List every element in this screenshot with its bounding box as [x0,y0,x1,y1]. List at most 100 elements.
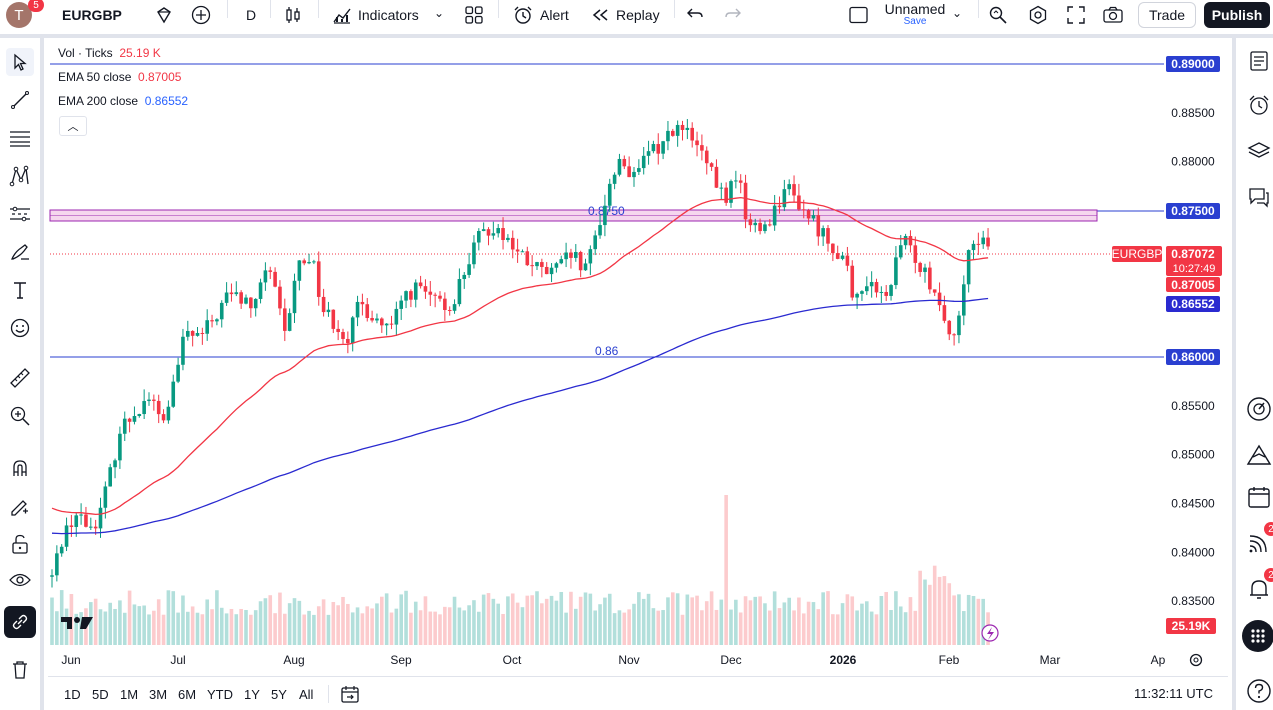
price-tag-0-875-text: 0.87500 [1171,204,1215,218]
notifications-bell-icon[interactable]: 2 [1244,568,1273,604]
replay-button[interactable]: Replay [586,0,666,30]
layers-icon[interactable] [1244,136,1273,166]
magnet-icon[interactable] [6,454,34,482]
volume-legend[interactable]: Vol · Ticks 25.19 K [58,46,161,60]
candle-body [540,262,544,267]
stream-icon[interactable]: 2 [1244,522,1273,558]
camera-icon[interactable] [1102,5,1124,25]
lock-icon[interactable] [6,530,34,558]
candle-body [244,297,248,304]
ideas-icon[interactable] [1244,440,1273,470]
range-5y[interactable]: 5Y [271,687,287,702]
volume-bar [578,596,583,645]
candle-body [656,144,661,154]
forecasting-tool-icon[interactable] [6,200,34,228]
interval-button[interactable]: D [240,0,262,30]
emoji-icon[interactable] [6,314,34,342]
range-ytd[interactable]: YTD [207,687,233,702]
candle-body [695,140,699,146]
candle-body [161,414,166,421]
candle-body [239,292,243,304]
time-axis-settings-icon[interactable] [1189,653,1203,667]
fullscreen-icon[interactable] [1066,5,1086,25]
range-all[interactable]: All [299,687,314,702]
volume-bar [544,598,549,645]
layout-checkbox-icon[interactable] [848,6,868,24]
chevron-down-icon[interactable]: ⌄ [434,6,445,20]
chat-icon[interactable] [1244,182,1273,212]
range-1y[interactable]: 1Y [244,687,260,702]
candle-body [821,228,825,237]
link-icon[interactable] [4,606,36,638]
candle-body [312,261,316,263]
candle-body [234,292,239,295]
volume-bar [632,603,636,645]
ruler-icon[interactable] [6,364,34,392]
separator [227,0,228,18]
templates-icon[interactable] [464,5,484,25]
drawing-mode-icon[interactable] [6,492,34,520]
undo-icon[interactable] [686,6,704,22]
settings-icon[interactable] [1028,5,1048,25]
candle-type-icon[interactable] [283,5,303,25]
apps-grid-icon[interactable] [1242,620,1273,652]
brush-tool-icon[interactable] [6,238,34,266]
alerts-clock-icon[interactable] [1244,90,1273,120]
indicators-button[interactable]: Indicators [326,0,425,30]
candle-body [622,158,627,167]
candle-body [341,332,345,339]
volume-bar [811,602,816,645]
price-axis[interactable]: 0.88500 0.88000 0.85500 0.85000 0.84500 0.840… [1171,106,1215,608]
symbol-search-button[interactable]: EURGBP [52,3,180,27]
volume-bar [413,601,418,645]
trend-line-icon[interactable] [6,86,34,114]
clock[interactable]: 11:32:11 UTC [1134,686,1214,701]
trade-button[interactable]: Trade [1138,2,1196,28]
calendar-icon[interactable] [1244,482,1273,512]
collapse-legend-button[interactable]: ︿ [59,116,87,136]
ema200-tag [1166,296,1220,312]
volume-bar [734,599,738,645]
price-chart[interactable]: 0.8750 0.86 0.885000.880000.855000.85000… [48,38,1228,672]
fib-retracement-icon[interactable] [6,124,34,152]
watchlist-icon[interactable] [1244,46,1273,76]
candle-body [801,209,806,211]
candle-body [249,297,253,309]
ema50-legend[interactable]: EMA 50 close 0.87005 [58,70,181,84]
range-5d[interactable]: 5D [92,687,109,702]
candle-body [273,271,277,287]
text-tool-icon[interactable] [6,276,34,304]
pattern-tool-icon[interactable] [6,162,34,190]
chevron-down-icon[interactable]: ⌄ [952,6,963,20]
volume-bar [743,596,748,645]
range-1d[interactable]: 1D [64,687,81,702]
trash-icon[interactable] [6,656,34,684]
eye-icon[interactable] [6,566,34,594]
cursor-tool-icon[interactable] [6,48,34,76]
volume-bar [898,606,903,645]
quick-search-icon[interactable] [988,5,1008,25]
publish-button[interactable]: Publish [1204,2,1270,28]
volume-bar [239,608,243,645]
redo-icon[interactable] [724,6,742,22]
compare-icon[interactable] [154,5,174,25]
candle-body [559,259,564,264]
volume-bar [889,609,893,645]
alert-button[interactable]: Alert [506,0,575,30]
candle-body [535,262,539,267]
time-axis[interactable]: Jun Jul Aug Sep Oct Nov Dec 2026 Feb Mar Ap [61,653,1165,667]
zoom-in-icon[interactable] [6,402,34,430]
candle-body [278,286,282,309]
candle-body [486,229,491,236]
help-icon[interactable] [1244,676,1273,706]
user-avatar[interactable]: T [6,2,32,28]
range-6m[interactable]: 6M [178,687,197,702]
add-symbol-icon[interactable] [190,4,212,26]
range-3m[interactable]: 3M [149,687,168,702]
ema200-legend[interactable]: EMA 200 close 0.86552 [58,94,188,108]
layout-name-button[interactable]: Unnamed Save [882,2,948,28]
volume-bar [205,599,209,645]
speedometer-icon[interactable] [1244,394,1273,424]
range-1m[interactable]: 1M [120,687,139,702]
date-range-icon[interactable] [340,684,360,709]
